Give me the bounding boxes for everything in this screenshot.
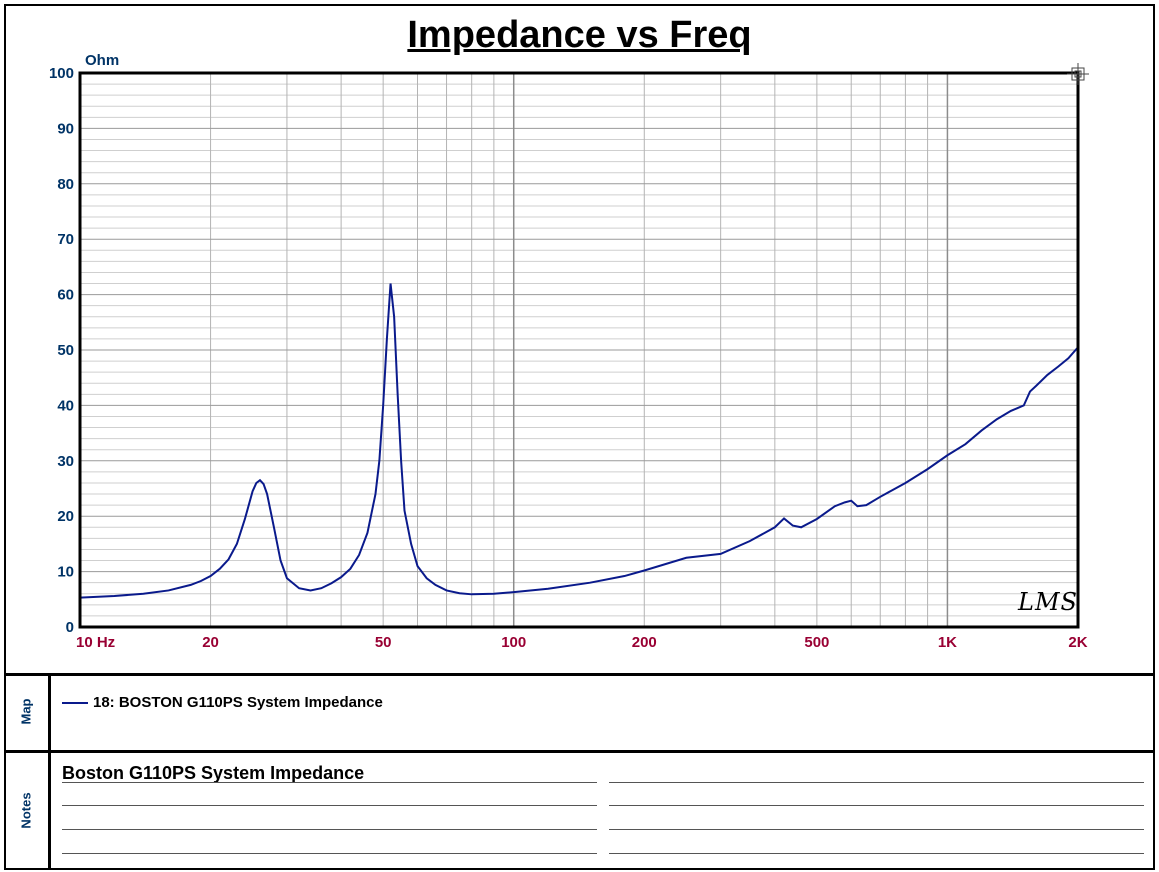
y-tick-label: 40 bbox=[57, 397, 74, 414]
x-tick-label: 500 bbox=[804, 634, 829, 651]
x-tick-label: 20 bbox=[202, 634, 219, 651]
note-line bbox=[609, 782, 1144, 783]
note-line bbox=[609, 829, 1144, 830]
lms-logo: LMS bbox=[1018, 588, 1078, 616]
y-tick-label: 70 bbox=[57, 231, 74, 248]
y-axis-unit-label: Ohm bbox=[85, 52, 119, 69]
page-frame bbox=[4, 4, 1155, 870]
y-tick-label: 50 bbox=[57, 342, 74, 359]
grid-major-lines bbox=[80, 73, 1078, 627]
legend-entry[interactable]: 18: BOSTON G110PS System Impedance bbox=[62, 694, 383, 711]
y-tick-label: 80 bbox=[57, 176, 74, 193]
y-tick-label: 30 bbox=[57, 453, 74, 470]
y-tick-label: 90 bbox=[57, 120, 74, 137]
y-tick-label: 60 bbox=[57, 287, 74, 304]
map-section-label: Map bbox=[18, 698, 34, 725]
notes-text[interactable]: Boston G110PS System Impedance bbox=[62, 763, 365, 783]
y-tick-label: 10 bbox=[57, 564, 74, 581]
note-line bbox=[62, 829, 597, 830]
x-tick-label: 50 bbox=[375, 634, 392, 651]
y-tick-labels: 0 10 20 30 40 50 60 70 80 90 100 bbox=[49, 65, 74, 636]
crosshair-cursor-icon[interactable] bbox=[1067, 63, 1089, 85]
chart-title: Impedance vs Freq bbox=[407, 14, 752, 56]
note-line bbox=[609, 853, 1144, 854]
grid-minor-lines bbox=[80, 73, 1078, 627]
legend-line-swatch bbox=[62, 701, 88, 704]
x-tick-label: 2K bbox=[1068, 634, 1087, 651]
x-tick-label: 200 bbox=[632, 634, 657, 651]
note-line bbox=[609, 805, 1144, 806]
side-label-column-border bbox=[48, 675, 51, 870]
note-line bbox=[62, 805, 597, 806]
x-tick-label: 10 Hz bbox=[76, 634, 115, 651]
impedance-curve bbox=[79, 283, 1079, 599]
map-section-top-border bbox=[4, 673, 1155, 676]
note-line bbox=[62, 782, 597, 783]
legend-entry-text: 18: BOSTON G110PS System Impedance bbox=[93, 694, 383, 711]
y-tick-label: 20 bbox=[57, 508, 74, 525]
y-tick-label: 0 bbox=[66, 619, 74, 636]
notes-section-label: Notes bbox=[18, 792, 34, 829]
x-tick-label: 100 bbox=[501, 634, 526, 651]
note-line bbox=[62, 853, 597, 854]
plot-border bbox=[78, 71, 1080, 629]
notes-section-top-border bbox=[4, 750, 1155, 753]
x-tick-labels: 10 Hz 20 50 100 200 500 1K 2K bbox=[76, 634, 1088, 651]
y-tick-label: 100 bbox=[49, 65, 74, 82]
x-tick-label: 1K bbox=[938, 634, 957, 651]
